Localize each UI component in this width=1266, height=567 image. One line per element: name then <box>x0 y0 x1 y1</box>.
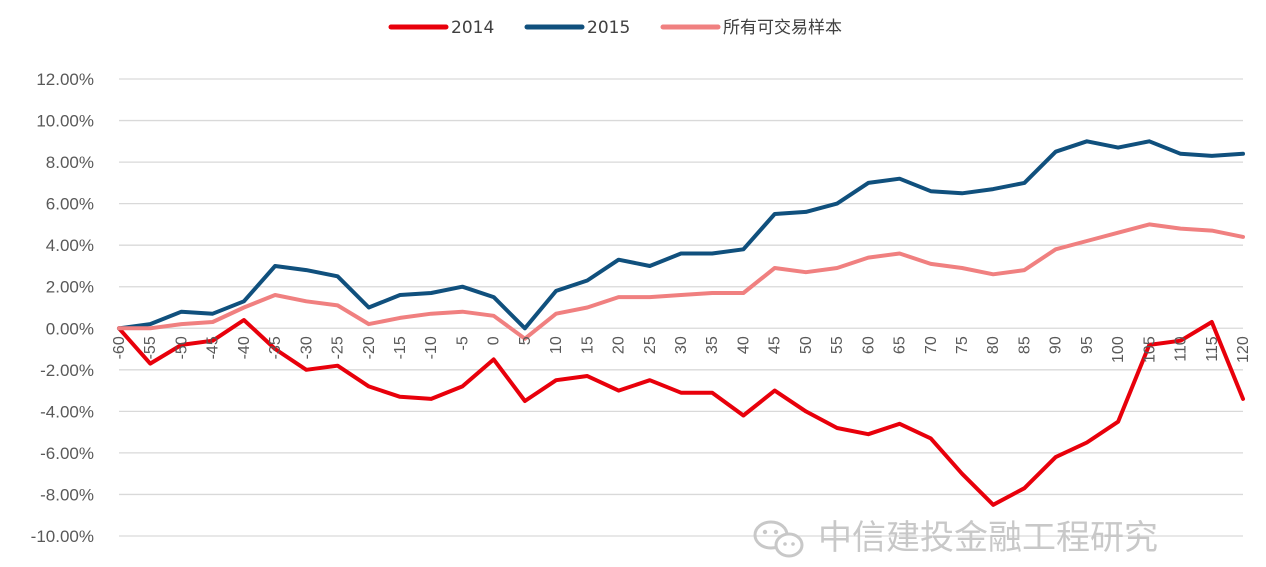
x-tick-label: 95 <box>1079 336 1096 354</box>
x-tick-label: 110 <box>1173 336 1190 362</box>
x-tick-label: 20 <box>611 336 628 354</box>
x-tick-label: 0 <box>486 336 503 345</box>
x-tick-label: 15 <box>579 336 596 354</box>
series-line-3 <box>117 222 1245 341</box>
x-tick-label: 55 <box>829 336 846 354</box>
legend-label: 2015 <box>587 18 630 38</box>
x-tick-label: -10 <box>423 336 440 359</box>
y-tick-label: -8.00% <box>40 485 94 504</box>
x-tick-label: -5 <box>454 336 471 350</box>
x-tick-label: 75 <box>954 336 971 354</box>
watermark-text: 中信建投金融工程研究 <box>818 518 1158 558</box>
x-tick-label: -20 <box>361 336 378 359</box>
x-tick-label: -55 <box>142 336 159 359</box>
x-axis-ticks: -60 -55 -50 -45 -40 -35 -30 -25 -20 -15 -10 -5 0 5 10 1… <box>111 336 1252 363</box>
series-line-2 <box>117 139 1245 331</box>
x-tick-label: 50 <box>798 336 815 354</box>
x-tick-label: 80 <box>985 336 1002 354</box>
x-tick-label: -45 <box>205 336 222 359</box>
x-tick-label: 45 <box>767 336 784 354</box>
y-tick-label: 4.00% <box>46 236 94 255</box>
x-tick-label: 40 <box>735 336 752 354</box>
x-tick-label: -50 <box>173 336 190 359</box>
x-tick-label: 85 <box>1016 336 1033 354</box>
wechat-icon <box>753 520 804 558</box>
y-axis-ticks: 12.00% 10.00% 8.00% 6.00% 4.00% 2.00% 0.00% -2.… <box>31 70 94 546</box>
legend: 2014 2015 所有可交易样本 <box>388 18 842 38</box>
y-tick-label: 0.00% <box>46 319 94 338</box>
y-tick-label: 12.00% <box>36 70 94 89</box>
y-tick-label: 6.00% <box>46 195 94 214</box>
x-tick-label: -30 <box>298 336 315 359</box>
y-tick-label: 2.00% <box>46 278 94 297</box>
legend-label: 所有可交易样本 <box>723 18 842 38</box>
x-tick-label: 90 <box>1048 336 1065 354</box>
x-tick-label: 5 <box>517 336 534 345</box>
x-tick-label: -35 <box>267 336 284 359</box>
y-tick-label: 8.00% <box>46 153 94 172</box>
x-tick-label: -15 <box>392 336 409 359</box>
x-tick-label: 120 <box>1235 336 1252 363</box>
x-tick-label: -60 <box>111 336 128 359</box>
x-tick-label: 25 <box>642 336 659 354</box>
x-tick-label: -25 <box>330 336 347 359</box>
x-tick-label: 105 <box>1141 336 1158 363</box>
x-tick-label: 60 <box>860 336 877 354</box>
x-tick-label: 10 <box>548 336 565 354</box>
y-tick-label: -6.00% <box>40 444 94 463</box>
watermark: 中信建投金融工程研究 <box>753 518 1158 558</box>
y-tick-label: -2.00% <box>40 361 94 380</box>
x-tick-label: 30 <box>673 336 690 354</box>
y-tick-label: -4.00% <box>40 402 94 421</box>
x-tick-label: 115 <box>1204 336 1221 362</box>
series-lines <box>117 139 1245 507</box>
x-tick-label: -40 <box>236 336 253 359</box>
y-tick-label: -10.00% <box>31 527 94 546</box>
series-line-1 <box>117 318 1245 507</box>
x-tick-label: 65 <box>892 336 909 354</box>
legend-label: 2014 <box>451 18 494 38</box>
x-tick-label: 35 <box>704 336 721 354</box>
x-tick-label: 100 <box>1110 336 1127 363</box>
y-tick-label: 10.00% <box>36 112 94 131</box>
x-tick-label: 70 <box>923 336 940 354</box>
